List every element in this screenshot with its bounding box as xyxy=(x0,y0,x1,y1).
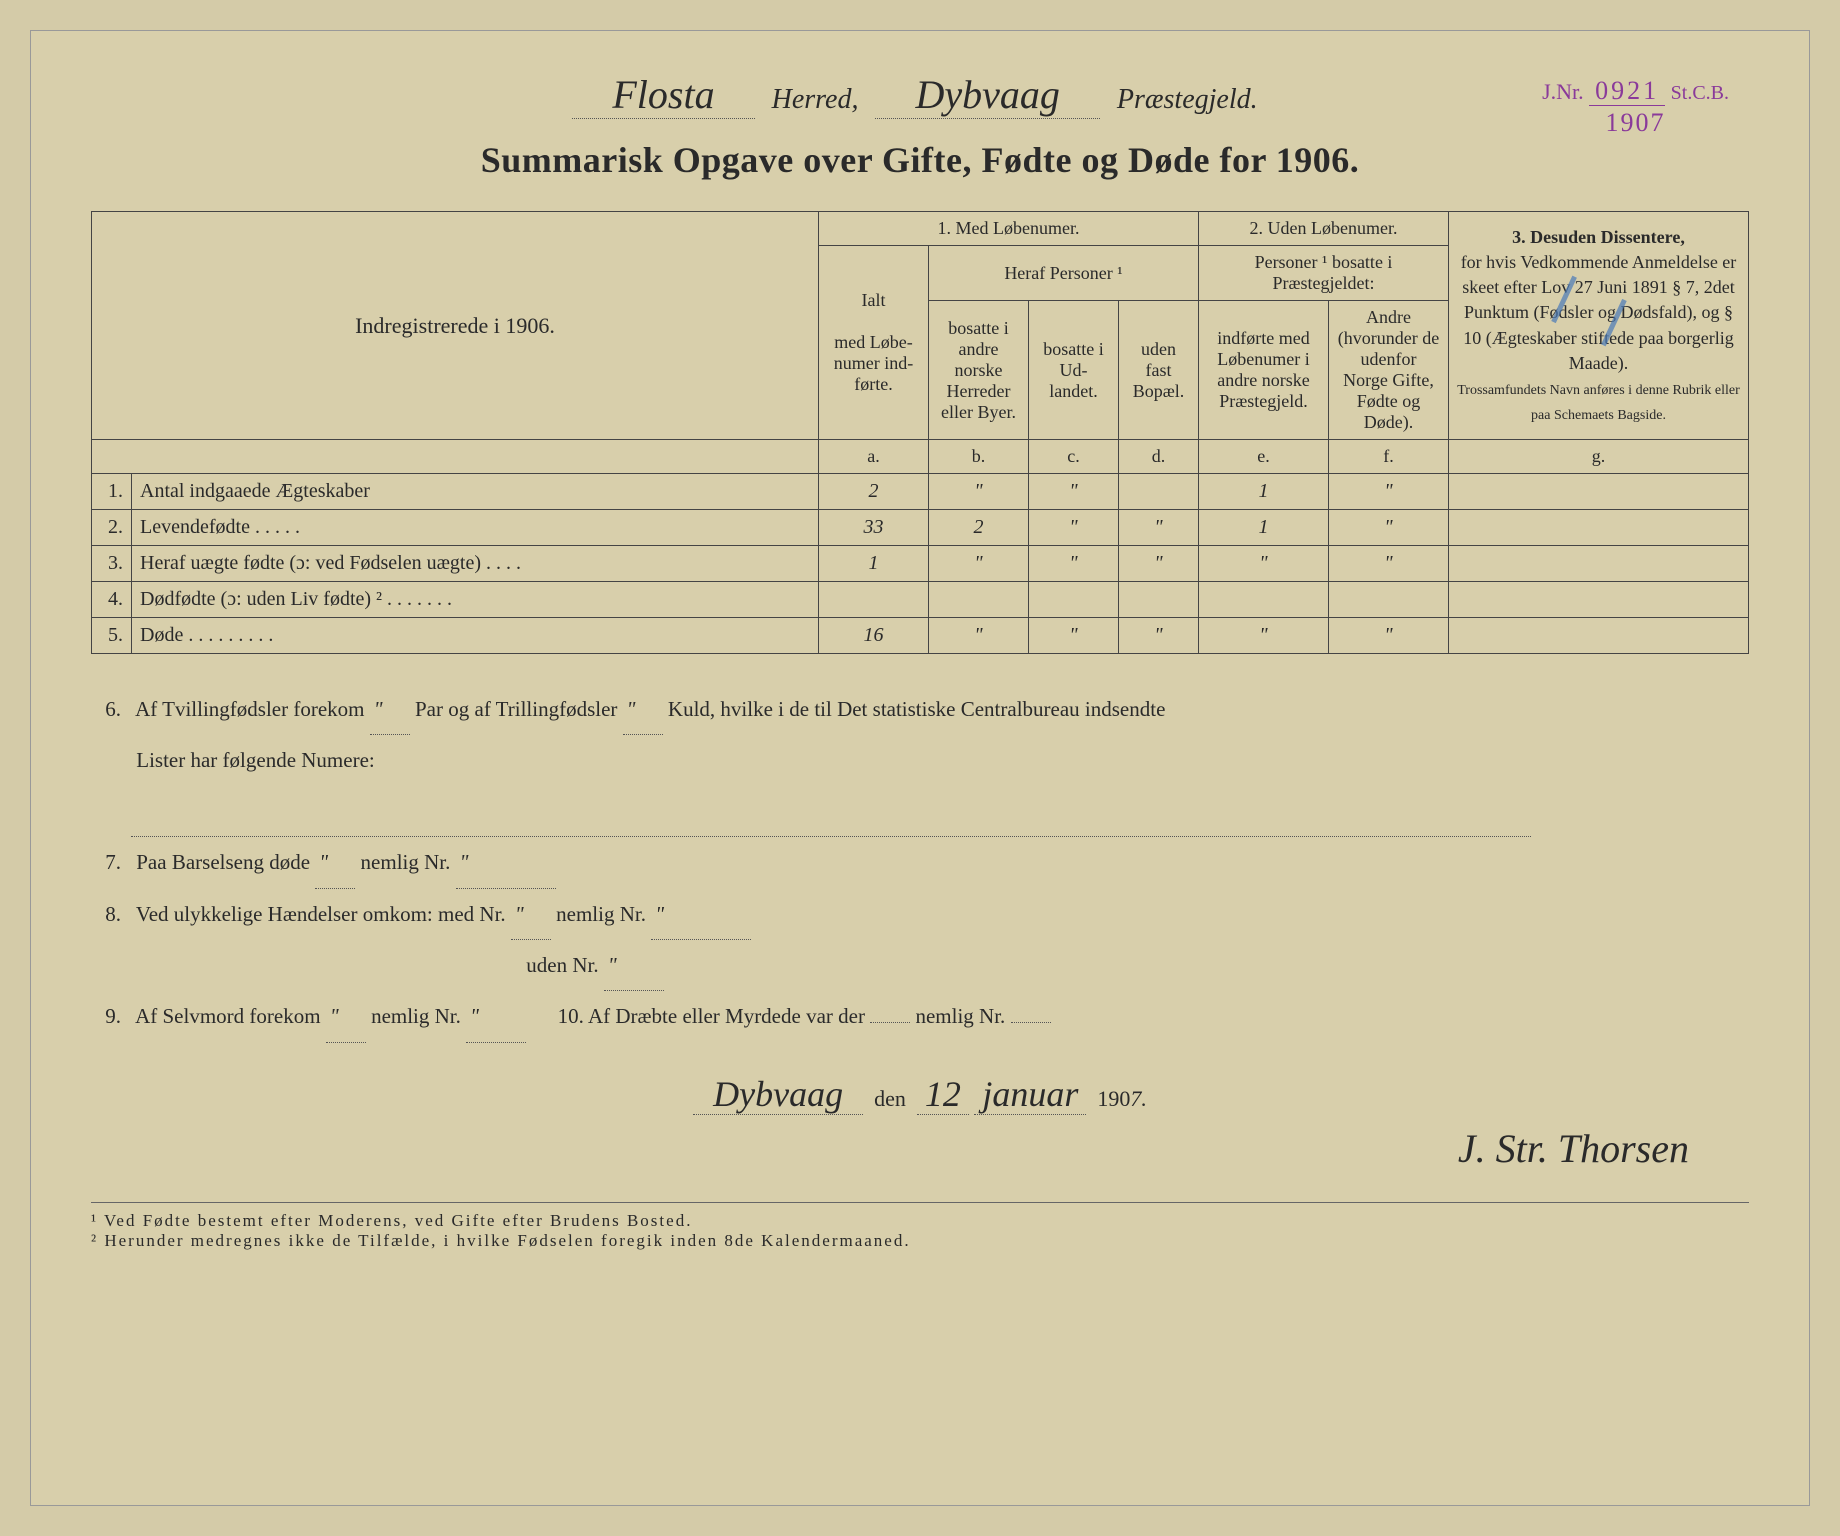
cell-b xyxy=(929,582,1029,618)
sig-day: 12 xyxy=(917,1074,969,1115)
col-f-head: Andre (hvorunder de udenfor Norge Gifte,… xyxy=(1329,301,1449,440)
col-b-head: bosatte i andre norske Herreder eller By… xyxy=(929,301,1029,440)
note-6: 6. Af Tvillingfødsler forekom " Par og a… xyxy=(91,684,1749,837)
row-number: 3. xyxy=(92,546,132,582)
cell-d: " xyxy=(1119,618,1199,654)
stcb-label: St.C.B. xyxy=(1671,82,1729,104)
cell-d xyxy=(1119,474,1199,510)
table-row: 1.Antal indgaaede Ægteskaber2""1" xyxy=(92,474,1749,510)
col-letter-a: a. xyxy=(819,440,929,474)
cell-a: 33 xyxy=(819,510,929,546)
left-header: Indregistrerede i 1906. xyxy=(92,212,819,440)
page-title: Summarisk Opgave over Gifte, Fødte og Dø… xyxy=(91,139,1749,181)
note-8: 8. Ved ulykkelige Hændelser omkom: med N… xyxy=(91,889,1749,992)
col-letter-g: g. xyxy=(1449,440,1749,474)
section-2-head: 2. Uden Løbenumer. xyxy=(1199,212,1449,246)
cell-e xyxy=(1199,582,1329,618)
cell-d: " xyxy=(1119,546,1199,582)
col-c-head: bosatte i Ud-landet. xyxy=(1029,301,1119,440)
table-row: 2.Levendefødte . . . . .332""1" xyxy=(92,510,1749,546)
note-7: 7. Paa Barselseng døde " nemlig Nr. " xyxy=(91,837,1749,888)
row-label: Levendefødte . . . . . xyxy=(132,510,819,546)
cell-b: " xyxy=(929,546,1029,582)
cell-g xyxy=(1449,546,1749,582)
stamp-year: 1907 xyxy=(1542,108,1729,138)
praestegjeld-label: Præstegjeld. xyxy=(1117,84,1258,115)
cell-f: " xyxy=(1329,546,1449,582)
sig-place: Dybvaag xyxy=(693,1074,863,1115)
cell-c: " xyxy=(1029,474,1119,510)
section-1-head: 1. Med Løbenumer. xyxy=(819,212,1199,246)
footnote-2: ² Herunder medregnes ikke de Tilfælde, i… xyxy=(91,1231,1749,1251)
cell-f: " xyxy=(1329,474,1449,510)
signature: J. Str. Thorsen xyxy=(91,1125,1749,1172)
cell-e: " xyxy=(1199,618,1329,654)
row-number: 5. xyxy=(92,618,132,654)
cell-g xyxy=(1449,582,1749,618)
cell-f: " xyxy=(1329,510,1449,546)
row-number: 4. xyxy=(92,582,132,618)
sec2-sub-head: Personer ¹ bosatte i Præstegjeldet: xyxy=(1199,246,1449,301)
cell-f: " xyxy=(1329,618,1449,654)
col-d-head: uden fast Bopæl. xyxy=(1119,301,1199,440)
row-label: Døde . . . . . . . . . xyxy=(132,618,819,654)
praestegjeld-value: Dybvaag xyxy=(875,71,1099,119)
cell-b: " xyxy=(929,618,1029,654)
col-letter-e: e. xyxy=(1199,440,1329,474)
registration-stamp: J.Nr. 0921 St.C.B. 1907 xyxy=(1542,76,1729,138)
row-label: Heraf uægte fødte (ɔ: ved Fødselen uægte… xyxy=(132,546,819,582)
cell-c: " xyxy=(1029,618,1119,654)
cell-b: 2 xyxy=(929,510,1029,546)
row-label: Dødfødte (ɔ: uden Liv fødte) ² . . . . .… xyxy=(132,582,819,618)
note-9-10: 9. Af Selvmord forekom " nemlig Nr. " 10… xyxy=(91,991,1749,1042)
row-number: 2. xyxy=(92,510,132,546)
cell-a: 1 xyxy=(819,546,929,582)
col-a-head: Ialt med Løbe-numer ind-førte. xyxy=(819,246,929,440)
col-e-head: indførte med Løbenumer i andre norske Pr… xyxy=(1199,301,1329,440)
heraf-head: Heraf Personer ¹ xyxy=(929,246,1199,301)
cell-g xyxy=(1449,618,1749,654)
cell-c xyxy=(1029,582,1119,618)
col-letter-b: b. xyxy=(929,440,1029,474)
document-page: J.Nr. 0921 St.C.B. 1907 Flosta Herred, D… xyxy=(30,30,1810,1506)
cell-e: 1 xyxy=(1199,474,1329,510)
cell-d: " xyxy=(1119,510,1199,546)
header-line: Flosta Herred, Dybvaag Præstegjeld. xyxy=(91,71,1749,119)
row-number: 1. xyxy=(92,474,132,510)
cell-a xyxy=(819,582,929,618)
table-row: 3.Heraf uægte fødte (ɔ: ved Fødselen uæg… xyxy=(92,546,1749,582)
cell-a: 2 xyxy=(819,474,929,510)
column-letters-row: a. b. c. d. e. f. g. xyxy=(92,440,1749,474)
table-row: 5.Døde . . . . . . . . .16""""" xyxy=(92,618,1749,654)
cell-c: " xyxy=(1029,510,1119,546)
cell-c: " xyxy=(1029,546,1119,582)
col-letter-f: f. xyxy=(1329,440,1449,474)
jnr-label: J.Nr. xyxy=(1542,79,1584,105)
cell-a: 16 xyxy=(819,618,929,654)
date-line: Dybvaag den 12 januar 1907. xyxy=(91,1073,1749,1115)
jnr-number: 0921 xyxy=(1589,76,1665,106)
col-letter-c: c. xyxy=(1029,440,1119,474)
col-letter-d: d. xyxy=(1119,440,1199,474)
cell-e: " xyxy=(1199,546,1329,582)
footnotes: ¹ Ved Fødte bestemt efter Moderens, ved … xyxy=(91,1202,1749,1251)
table-row: 4.Dødfødte (ɔ: uden Liv fødte) ² . . . .… xyxy=(92,582,1749,618)
cell-e: 1 xyxy=(1199,510,1329,546)
cell-g xyxy=(1449,474,1749,510)
sig-month: januar xyxy=(974,1074,1086,1115)
summary-table: Indregistrerede i 1906. 1. Med Løbenumer… xyxy=(91,211,1749,654)
cell-f xyxy=(1329,582,1449,618)
cell-g xyxy=(1449,510,1749,546)
row-label: Antal indgaaede Ægteskaber xyxy=(132,474,819,510)
herred-label: Herred, xyxy=(772,84,859,115)
footnote-1: ¹ Ved Fødte bestemt efter Moderens, ved … xyxy=(91,1211,1749,1231)
notes-section: 6. Af Tvillingfødsler forekom " Par og a… xyxy=(91,684,1749,1043)
cell-d xyxy=(1119,582,1199,618)
herred-value: Flosta xyxy=(572,71,754,119)
cell-b: " xyxy=(929,474,1029,510)
